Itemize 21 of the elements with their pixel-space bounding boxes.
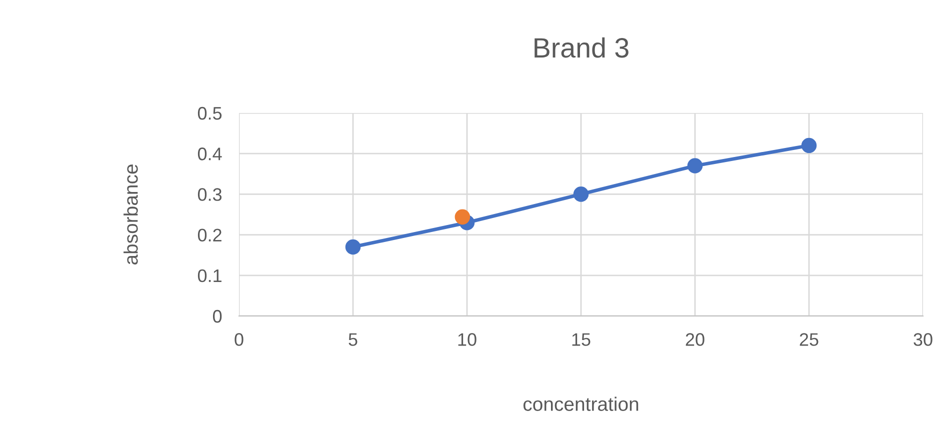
x-tick-label: 20 [686, 333, 704, 346]
y-tick-label: 0.4 [198, 148, 222, 160]
point [345, 239, 361, 255]
y-tick-label: 0.2 [198, 228, 222, 242]
x-tick-label: 5 [348, 333, 358, 346]
x-axis-title: concentration [523, 396, 638, 412]
point [454, 209, 470, 225]
y-tick-label: 0.5 [198, 106, 222, 120]
y-axis-title: absorbance [124, 164, 138, 264]
chart-title: Brand 3 [534, 37, 628, 58]
x-tick-label: 15 [572, 333, 590, 346]
y-tick-label: 0.3 [198, 188, 222, 201]
x-tick-label: 10 [458, 333, 476, 346]
x-tick-label: 0 [234, 333, 244, 346]
point [573, 186, 589, 202]
point [801, 138, 817, 154]
x-tick-label: 25 [800, 333, 818, 346]
y-tick-label: 0.1 [198, 269, 222, 282]
y-tick-label: 0 [213, 310, 222, 323]
point [687, 158, 703, 174]
x-tick-label: 30 [914, 333, 932, 346]
